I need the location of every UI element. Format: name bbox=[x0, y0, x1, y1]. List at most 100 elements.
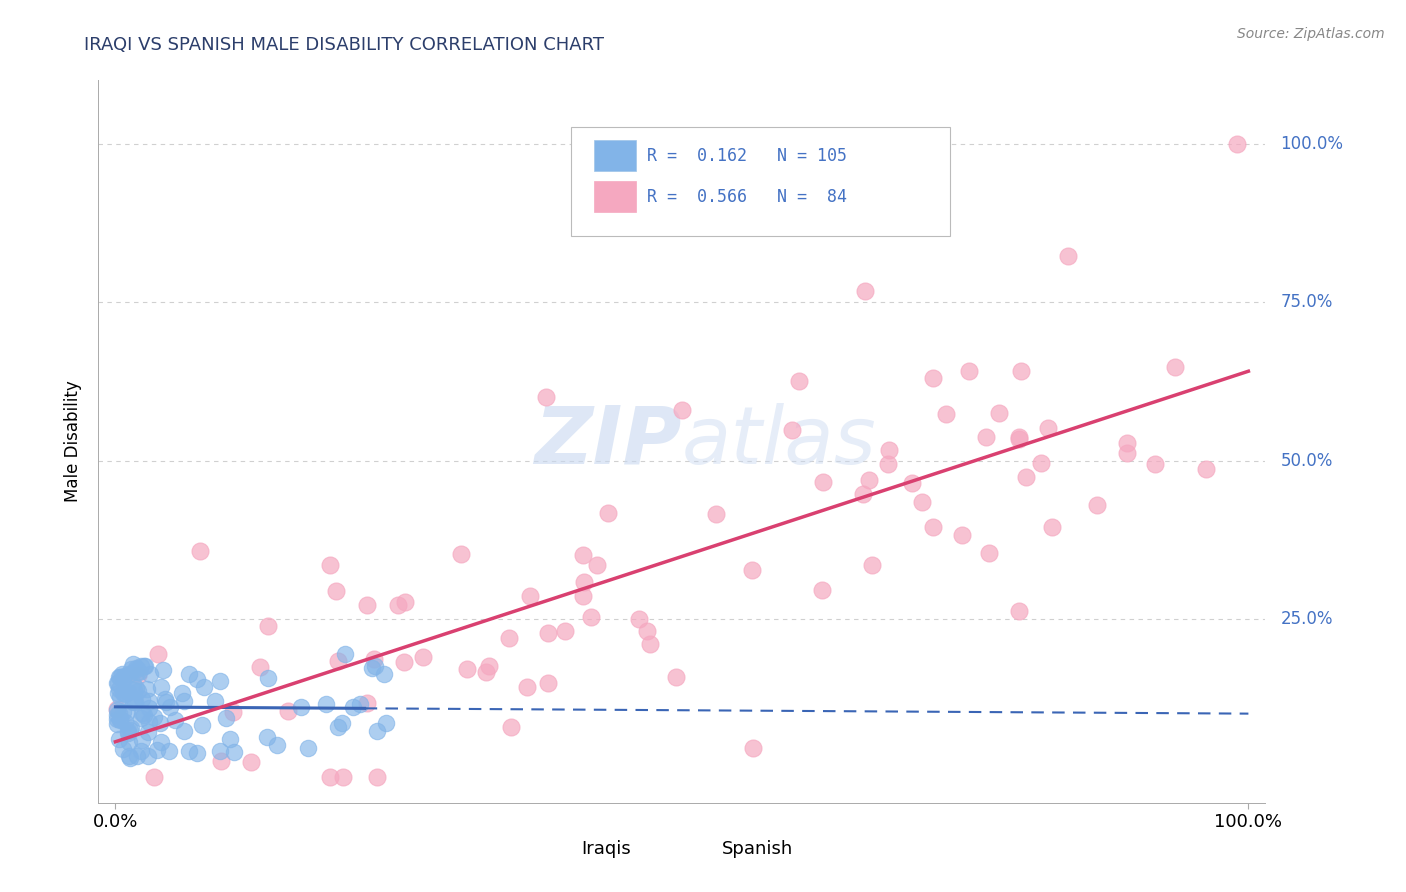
Point bbox=[1038, 421, 1060, 435]
Point bbox=[173, 694, 195, 708]
Point bbox=[120, 662, 142, 676]
Point bbox=[112, 671, 135, 685]
Point bbox=[155, 695, 177, 709]
Text: R =  0.162   N = 105: R = 0.162 N = 105 bbox=[647, 147, 846, 165]
Point bbox=[1085, 498, 1108, 512]
Point bbox=[125, 665, 148, 679]
Point bbox=[150, 734, 173, 748]
Point bbox=[118, 751, 141, 765]
Point bbox=[901, 476, 924, 491]
Point bbox=[125, 681, 148, 695]
Point bbox=[240, 755, 263, 769]
Point bbox=[911, 495, 934, 509]
Point bbox=[537, 676, 560, 690]
Point bbox=[114, 715, 136, 730]
Point bbox=[131, 706, 153, 720]
Point bbox=[326, 655, 349, 669]
Point bbox=[328, 720, 350, 734]
Point bbox=[877, 458, 900, 472]
Point bbox=[122, 683, 145, 698]
Point bbox=[108, 670, 131, 684]
Point bbox=[1115, 435, 1137, 450]
Point bbox=[741, 563, 763, 577]
Point bbox=[1115, 446, 1137, 460]
Point bbox=[950, 528, 973, 542]
Point bbox=[105, 676, 128, 690]
Point bbox=[853, 284, 876, 298]
Point bbox=[108, 681, 131, 696]
Point bbox=[537, 626, 560, 640]
Point bbox=[127, 662, 149, 676]
Point bbox=[858, 473, 880, 487]
Point bbox=[111, 705, 134, 719]
Point bbox=[1008, 605, 1031, 619]
FancyBboxPatch shape bbox=[595, 181, 637, 211]
Point bbox=[315, 698, 337, 712]
Point bbox=[117, 724, 139, 739]
Point bbox=[153, 691, 176, 706]
Point bbox=[142, 710, 165, 724]
Text: atlas: atlas bbox=[682, 402, 877, 481]
Point bbox=[516, 680, 538, 694]
Point bbox=[138, 714, 160, 729]
Point bbox=[498, 631, 520, 645]
Point bbox=[129, 659, 152, 673]
Point bbox=[519, 590, 541, 604]
Text: Spanish: Spanish bbox=[721, 840, 793, 858]
Point bbox=[105, 712, 128, 726]
Point bbox=[1031, 456, 1053, 470]
Point bbox=[1057, 249, 1080, 263]
Point bbox=[105, 703, 128, 717]
Point bbox=[325, 584, 347, 599]
Point bbox=[108, 732, 131, 747]
Point bbox=[134, 659, 156, 673]
Point bbox=[170, 686, 193, 700]
Point bbox=[586, 558, 609, 572]
Text: 50.0%: 50.0% bbox=[1281, 451, 1333, 469]
FancyBboxPatch shape bbox=[595, 140, 637, 170]
Point bbox=[105, 702, 128, 716]
Point bbox=[136, 681, 159, 696]
Point bbox=[277, 704, 299, 718]
Point bbox=[342, 699, 364, 714]
Point bbox=[596, 507, 619, 521]
Point bbox=[974, 430, 997, 444]
Point bbox=[186, 673, 208, 687]
Point bbox=[118, 748, 141, 763]
Point bbox=[475, 665, 498, 680]
Point bbox=[208, 674, 231, 689]
Point bbox=[450, 547, 472, 561]
Text: 100.0%: 100.0% bbox=[1281, 135, 1344, 153]
Point bbox=[319, 558, 342, 572]
Point bbox=[122, 692, 145, 706]
Point bbox=[394, 595, 416, 609]
FancyBboxPatch shape bbox=[571, 128, 950, 235]
Point bbox=[117, 685, 139, 699]
Point bbox=[813, 475, 835, 489]
Point bbox=[173, 724, 195, 739]
Point bbox=[638, 637, 661, 651]
Point bbox=[186, 746, 208, 760]
Point bbox=[266, 738, 288, 752]
Point bbox=[852, 487, 875, 501]
Point bbox=[957, 363, 980, 377]
Point bbox=[136, 748, 159, 763]
Point bbox=[319, 771, 342, 785]
Text: Source: ZipAtlas.com: Source: ZipAtlas.com bbox=[1237, 27, 1385, 41]
Point bbox=[256, 731, 278, 745]
Text: 25.0%: 25.0% bbox=[1281, 610, 1333, 628]
Point bbox=[127, 667, 149, 681]
Point bbox=[222, 705, 245, 719]
Point bbox=[219, 732, 242, 747]
Point bbox=[149, 715, 172, 730]
Point bbox=[1226, 136, 1249, 151]
Point bbox=[935, 407, 957, 421]
Point bbox=[665, 670, 688, 684]
Point bbox=[124, 696, 146, 710]
Point bbox=[121, 676, 143, 690]
Point bbox=[356, 599, 378, 613]
Point bbox=[456, 662, 478, 676]
Point bbox=[1011, 364, 1033, 378]
Point bbox=[114, 687, 136, 701]
Point bbox=[117, 725, 139, 739]
